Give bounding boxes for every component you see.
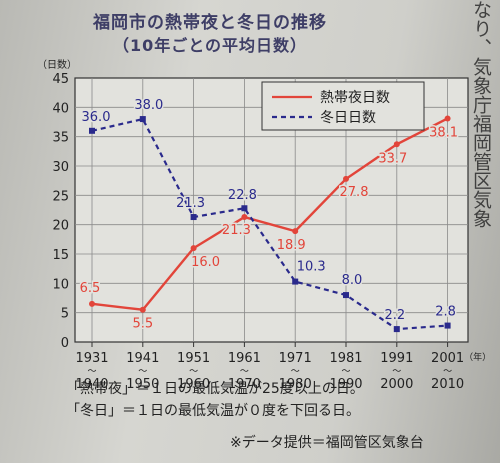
legend-label: 冬日日数 <box>320 110 376 126</box>
x-tick-label-start: 1961 <box>228 351 261 366</box>
y-tick-label: 30 <box>52 160 69 175</box>
data-label: 8.0 <box>342 273 363 288</box>
y-tick-label: 10 <box>52 277 69 292</box>
data-point <box>444 322 451 329</box>
y-tick-label: 35 <box>52 131 69 146</box>
data-point <box>292 228 299 235</box>
legend-label: 熱帯夜日数 <box>320 90 390 106</box>
data-point <box>190 245 197 252</box>
data-label: 5.5 <box>132 317 153 332</box>
data-label: 21.3 <box>176 196 205 211</box>
data-point <box>139 306 146 313</box>
data-point <box>393 141 400 148</box>
y-tick-label: 40 <box>52 101 69 116</box>
data-point <box>89 127 95 134</box>
data-label: 16.0 <box>191 255 220 270</box>
series-line-winter-days <box>91 117 448 331</box>
data-label: 18.9 <box>277 238 306 253</box>
series-line-tropical-nights <box>91 117 449 312</box>
data-label: 38.0 <box>134 98 163 113</box>
y-tick-label: 0 <box>61 336 69 351</box>
x-tick-range-sep: ～ <box>87 367 96 377</box>
x-tick-label-start: 2001 <box>431 351 464 366</box>
x-tick-label-start: 1931 <box>75 351 108 366</box>
adjacent-page-vertical-text: なり、気象庁福岡管区気象 <box>470 0 492 228</box>
x-tick-label-end: 1970 <box>228 377 261 392</box>
data-label: 38.1 <box>429 125 458 140</box>
data-point <box>190 214 197 221</box>
x-tick-label-end: 1960 <box>177 377 210 392</box>
x-tick-label-start: 1971 <box>279 351 312 366</box>
y-tick-label: 20 <box>52 219 69 234</box>
x-tick-label-end: 1950 <box>126 377 159 392</box>
x-tick-range-sep: ～ <box>392 367 401 377</box>
x-tick-range-sep: ～ <box>138 367 147 377</box>
x-tick-label-end: 1980 <box>279 377 312 392</box>
footer-notes: 「熱帯夜」＝１日の最低気温が25度以上の日。 「冬日」＝１日の最低気温が０度を下… <box>66 378 364 422</box>
data-label: 10.3 <box>297 260 326 275</box>
data-labels: 6.5 5.5 16.0 21.3 18.9 27.8 33.7 38.1 36.0 38.0 21… <box>78 97 459 334</box>
data-label: 21.3 <box>222 223 251 238</box>
chart-title: 福岡市の熱帯夜と冬日の推移 <box>93 13 327 33</box>
x-tick-range-sep: ～ <box>189 367 198 377</box>
data-label: 22.8 <box>228 188 257 203</box>
data-label: 2.2 <box>384 308 405 323</box>
data-point <box>343 292 349 299</box>
x-tick-label-start: 1941 <box>126 351 159 366</box>
x-tick-label-start: 1991 <box>380 351 413 366</box>
y-axis-unit: （日数） <box>37 58 77 71</box>
x-tick-range-sep: ～ <box>291 367 300 377</box>
data-point <box>241 214 248 221</box>
data-label: 33.7 <box>378 151 407 166</box>
x-tick-label-end: 2000 <box>380 377 413 392</box>
y-tick-label: 15 <box>52 248 69 263</box>
data-point <box>241 205 248 212</box>
data-source: ※データ提供＝福岡管区気象台 <box>230 435 424 451</box>
y-tick-label: 5 <box>61 307 69 322</box>
legend-box <box>261 81 425 131</box>
series-lines <box>89 115 451 333</box>
x-tick-range-sep: ～ <box>240 367 249 377</box>
data-point <box>292 278 299 285</box>
x-tick-range-sep: ～ <box>443 367 452 377</box>
y-axis-ticks: 0 5 10 15 20 25 30 35 40 45（日数） <box>37 58 77 351</box>
data-point <box>139 116 146 123</box>
data-point <box>343 175 349 182</box>
note-tropical-night: 「熱帯夜」＝１日の最低気温が25度以上の日。 <box>66 381 364 397</box>
x-tick-label-start: 1951 <box>177 351 210 366</box>
y-tick-label: 25 <box>52 189 69 204</box>
x-axis-ticks: 1931～19401941～19501951～19601961～19701971… <box>75 351 491 392</box>
x-tick-label-start: 1981 <box>329 351 362 366</box>
data-label: 6.5 <box>80 281 101 296</box>
x-tick-label-end: 1940 <box>75 377 108 392</box>
data-label: 36.0 <box>82 110 111 125</box>
data-label: 2.8 <box>435 305 456 320</box>
x-tick-label-end: 1990 <box>329 377 362 392</box>
chart-subtitle: （10年ごとの平均日数） <box>112 36 308 55</box>
x-axis-unit: （年） <box>464 351 491 363</box>
x-tick-range-sep: ～ <box>341 367 350 377</box>
x-tick-label-end: 2010 <box>431 377 464 392</box>
data-label: 27.8 <box>340 185 369 200</box>
data-point <box>393 326 400 333</box>
data-point <box>89 300 95 307</box>
note-winter-day: 「冬日」＝１日の最低気温が０度を下回る日。 <box>66 403 360 419</box>
y-tick-label: 45 <box>52 72 69 87</box>
data-point <box>444 115 451 122</box>
